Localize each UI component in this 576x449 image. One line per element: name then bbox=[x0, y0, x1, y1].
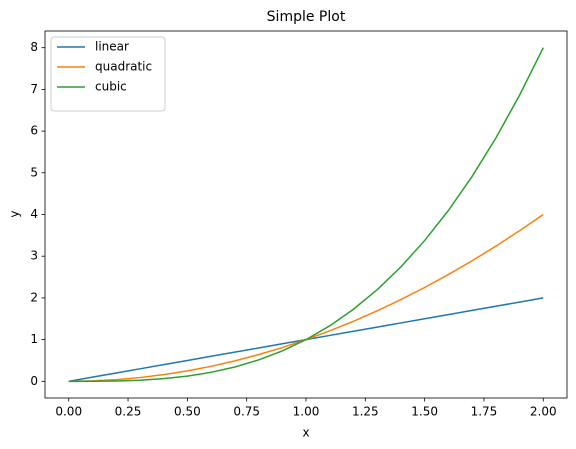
y-tick-label: 3 bbox=[30, 249, 38, 263]
x-tick-label: 1.00 bbox=[293, 405, 320, 419]
x-tick-label: 1.25 bbox=[352, 405, 379, 419]
x-tick-label: 2.00 bbox=[530, 405, 557, 419]
y-tick-label: 7 bbox=[30, 82, 38, 96]
y-axis-label: y bbox=[8, 210, 22, 217]
chart-title: Simple Plot bbox=[267, 9, 346, 25]
y-tick-label: 5 bbox=[30, 165, 38, 179]
y-tick-label: 1 bbox=[30, 332, 38, 346]
x-tick-label: 0.50 bbox=[174, 405, 201, 419]
y-tick-label: 4 bbox=[30, 207, 38, 221]
legend: linear quadratic cubic bbox=[50, 36, 166, 112]
x-tick-label: 1.50 bbox=[411, 405, 438, 419]
legend-label: linear bbox=[95, 40, 129, 54]
x-axis-label: x bbox=[302, 426, 309, 440]
y-tick-label: 6 bbox=[30, 124, 38, 138]
legend-label: cubic bbox=[95, 80, 127, 94]
x-tick-label: 0.00 bbox=[55, 405, 82, 419]
x-tick-label: 0.75 bbox=[233, 405, 260, 419]
legend-label: quadratic bbox=[95, 60, 152, 74]
series-line bbox=[68, 213, 544, 383]
x-tick-label: 0.25 bbox=[115, 405, 142, 419]
y-tick-label: 2 bbox=[30, 290, 38, 304]
x-tick-label: 1.75 bbox=[471, 405, 498, 419]
y-tick-label: 8 bbox=[30, 40, 38, 54]
y-tick-label: 0 bbox=[30, 374, 38, 388]
legend-box bbox=[50, 36, 166, 112]
plot-frame bbox=[44, 30, 568, 399]
series-line bbox=[68, 47, 544, 383]
